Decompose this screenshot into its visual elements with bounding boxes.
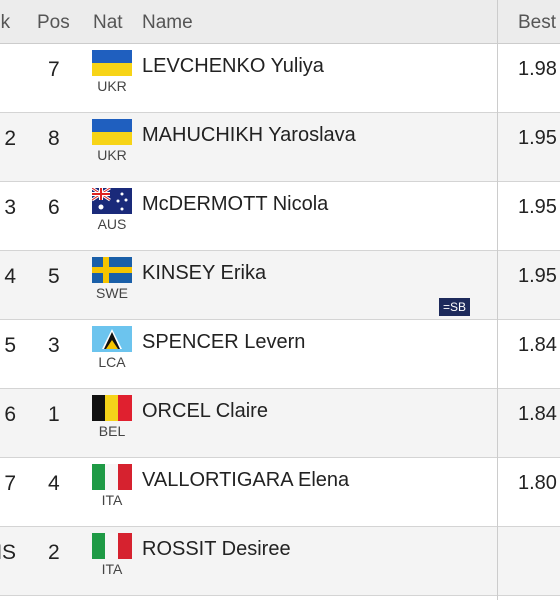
result-row: 4 5 SWE KINSEY Erika 1.95 =SB xyxy=(0,251,560,320)
flag xyxy=(92,533,132,559)
nationality: ITA xyxy=(101,492,123,508)
athlete-name: VALLORTIGARA Elena xyxy=(142,469,350,491)
record-badge: =SB xyxy=(439,298,471,316)
nationality: SWE xyxy=(96,285,128,301)
nationality: BEL xyxy=(98,423,126,439)
column-divider xyxy=(497,0,498,600)
nationality: AUS xyxy=(97,216,127,232)
position: 7 xyxy=(48,58,60,81)
rank: 6 xyxy=(4,403,16,426)
result-row: 7 UKR LEVCHENKO Yuliya 1.98 xyxy=(0,44,560,113)
position: 3 xyxy=(48,334,60,357)
name-header: Name xyxy=(142,12,193,33)
rank: 2 xyxy=(4,127,16,150)
best-mark: 1.84 xyxy=(518,334,557,356)
athlete-name: SPENCER Levern xyxy=(142,331,306,353)
rank: 3 xyxy=(4,196,16,219)
position: 8 xyxy=(48,127,60,150)
athlete-name: McDERMOTT Nicola xyxy=(142,193,329,215)
nat-header: Nat xyxy=(93,12,123,33)
athlete-name: MAHUCHIKH Yaroslava xyxy=(142,124,356,146)
athlete-name: ROSSIT Desiree xyxy=(142,538,291,560)
position: 6 xyxy=(48,196,60,219)
flag xyxy=(92,395,132,421)
best-mark: 1.80 xyxy=(518,472,557,494)
flag xyxy=(92,257,132,283)
best-mark: 1.84 xyxy=(518,403,557,425)
flag xyxy=(92,119,132,145)
flag xyxy=(92,464,132,490)
result-row: 5 3 LCA SPENCER Levern 1.84 xyxy=(0,320,560,389)
best-header: Best xyxy=(518,12,557,33)
result-row: 7 4 ITA VALLORTIGARA Elena 1.80 xyxy=(0,458,560,527)
pos-header: Pos xyxy=(37,12,70,33)
rank: 7 xyxy=(4,472,16,495)
athlete-name: LEVCHENKO Yuliya xyxy=(142,55,324,77)
flag xyxy=(92,326,132,352)
table-header: nk Pos Nat Name Best xyxy=(0,0,560,44)
rank: 5 xyxy=(4,334,16,357)
rank-header: nk xyxy=(0,12,11,33)
athlete-name: ORCEL Claire xyxy=(142,400,268,422)
nationality: UKR xyxy=(97,78,127,94)
best-mark: 1.95 xyxy=(518,196,557,218)
nationality: UKR xyxy=(97,147,127,163)
position: 2 xyxy=(48,541,60,564)
position: 4 xyxy=(48,472,60,495)
position: 5 xyxy=(48,265,60,288)
best-mark: 1.95 xyxy=(518,127,557,149)
result-row: 3 6 AUS McDERMOTT Nicola 1.95 xyxy=(0,182,560,251)
nationality: ITA xyxy=(101,561,123,577)
flag xyxy=(92,188,132,214)
rank: 4 xyxy=(4,265,16,288)
athlete-name: KINSEY Erika xyxy=(142,262,267,284)
result-row: 6 1 BEL ORCEL Claire 1.84 xyxy=(0,389,560,458)
position: 1 xyxy=(48,403,60,426)
result-row: 2 8 UKR MAHUCHIKH Yaroslava 1.95 xyxy=(0,113,560,182)
nationality: LCA xyxy=(98,354,126,370)
best-mark: 1.98 xyxy=(518,58,557,80)
flag xyxy=(92,50,132,76)
result-row: NS 2 ITA ROSSIT Desiree xyxy=(0,527,560,596)
rank: NS xyxy=(0,541,16,564)
best-mark: 1.95 xyxy=(518,265,557,287)
